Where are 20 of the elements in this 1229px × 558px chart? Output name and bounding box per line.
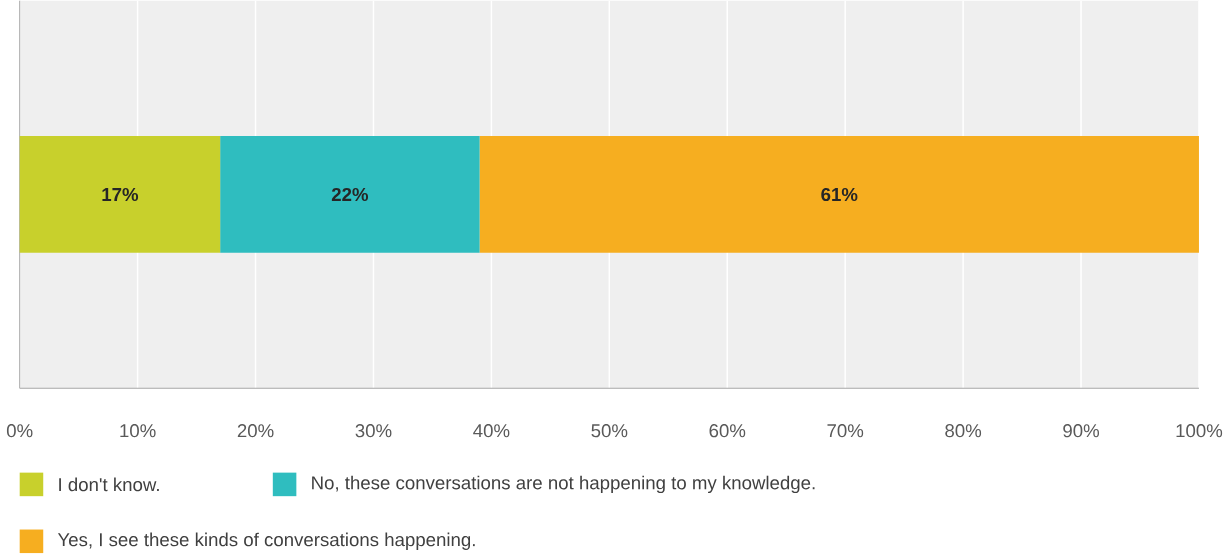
x-tick-label: 100% [1176,424,1223,438]
bar [220,136,480,253]
x-tick-label: 80% [945,424,982,438]
data-label: 17% [102,187,139,202]
x-tick-label: 60% [709,424,746,438]
x-tick-label: 30% [355,424,392,438]
x-tick-label: 40% [473,424,510,438]
legend-label: Yes, I see these kinds of conversations happening. [57,532,475,550]
legend-label: No, these conversations are not happening to my knowledge. [312,475,815,494]
data-label: 22% [331,187,369,202]
legend-label: I don't know. [59,477,159,492]
bar [479,136,1199,253]
bar [19,136,221,253]
x-tick-label: 50% [591,424,628,438]
x-tick-label: 70% [827,424,864,438]
x-tick-label: 20% [237,424,274,438]
x-tick-label: 0% [6,424,33,438]
data-label: 61% [821,187,858,202]
x-tick-label: 10% [120,424,156,438]
x-tick-label: 90% [1063,424,1100,438]
